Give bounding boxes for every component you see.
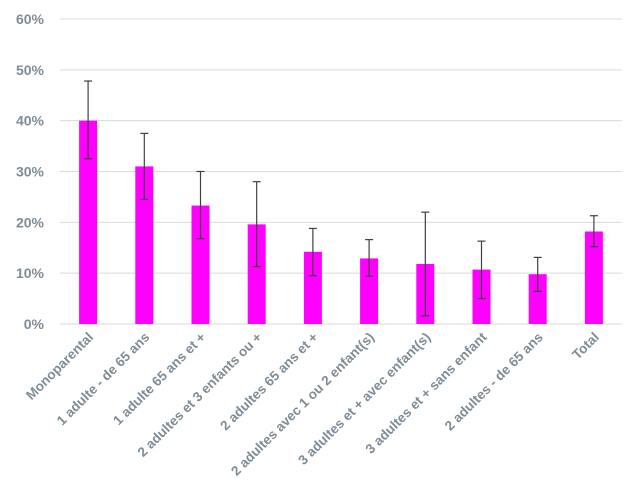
y-tick-label-50: 50% — [16, 62, 45, 78]
error-bar-5 — [365, 239, 374, 277]
error-bar-7 — [477, 240, 486, 300]
y-tick-label-0: 0% — [24, 316, 45, 332]
bar-5 — [360, 258, 379, 324]
bar-3 — [247, 224, 266, 324]
bar-9 — [584, 231, 603, 324]
bar-0 — [79, 120, 98, 325]
y-tick-label-30: 30% — [16, 164, 45, 180]
x-category-label-2: 1 adulte 65 ans et + — [110, 329, 208, 427]
bar-2 — [191, 205, 210, 324]
error-bar-0 — [84, 80, 93, 160]
x-category-label-8: 2 adultes - de 65 ans — [442, 330, 546, 434]
bars — [79, 120, 603, 325]
error-bar-9 — [589, 215, 598, 248]
error-bar-2 — [196, 170, 205, 240]
bar-8 — [528, 274, 547, 324]
bar-4 — [303, 251, 322, 324]
y-axis-tick-labels: 0% 10% 20% 30% 40% 50% 60% — [16, 11, 45, 332]
error-bar-6 — [421, 211, 430, 317]
error-bar-4 — [308, 227, 317, 277]
x-category-label-9: Total — [569, 330, 602, 363]
y-tick-label-10: 10% — [16, 265, 45, 281]
bar-1 — [135, 166, 154, 324]
x-category-label-4: 2 adultes 65 ans et + — [217, 329, 321, 433]
y-tick-label-40: 40% — [16, 113, 45, 129]
error-bars — [84, 80, 598, 317]
error-bar-8 — [533, 256, 542, 293]
x-category-label-1: 1 adulte - de 65 ans — [54, 330, 153, 429]
error-bar-1 — [140, 132, 149, 201]
gridlines — [60, 18, 622, 325]
y-tick-label-60: 60% — [16, 11, 45, 27]
y-tick-label-20: 20% — [16, 214, 45, 230]
error-bar-3 — [252, 181, 261, 268]
